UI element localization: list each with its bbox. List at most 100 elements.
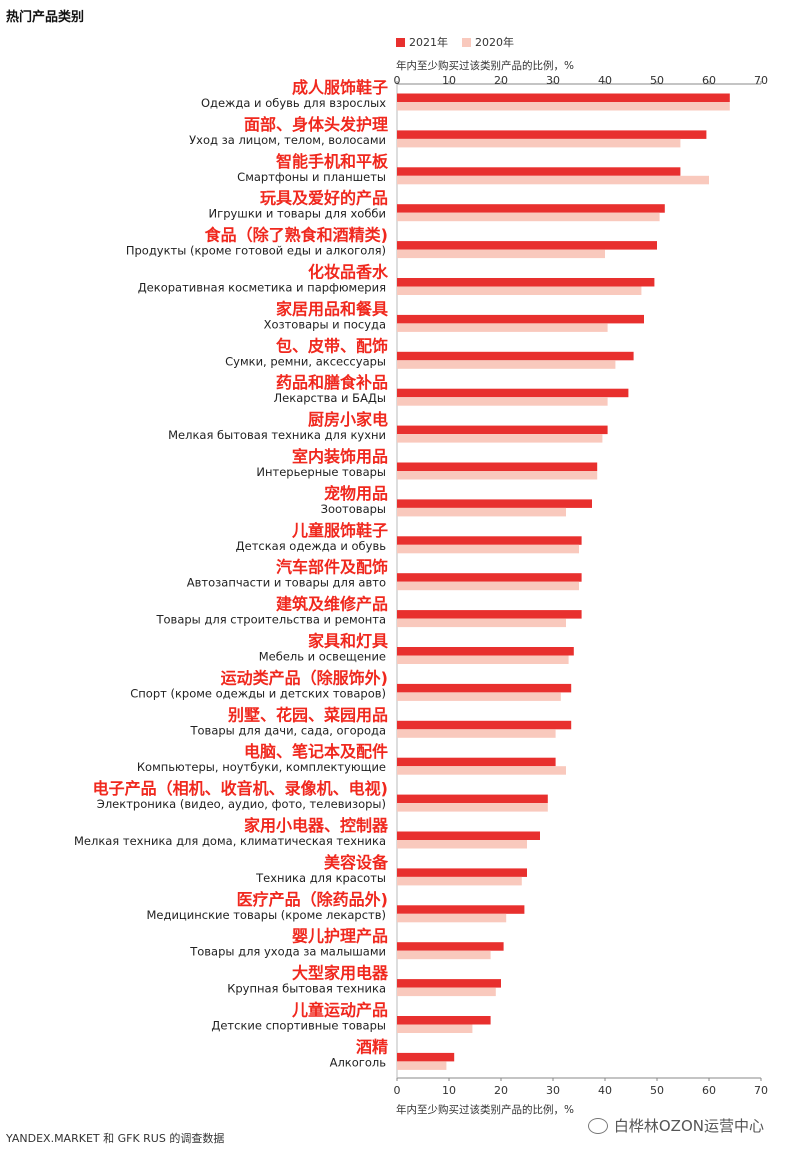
- category-label-ru: Спорт (кроме одежды и детских товаров): [130, 686, 386, 700]
- bar-2021: [397, 278, 655, 287]
- category-label-cn: 运动类产品（除服饰外): [221, 668, 388, 687]
- bar-2020: [397, 286, 642, 295]
- bar-2020: [397, 249, 605, 259]
- category-label-ru: Товары для ухода за малышами: [189, 945, 386, 959]
- category-label-ru: Мелкая бытовая техника для кухни: [168, 428, 386, 442]
- bar-2020: [397, 138, 681, 148]
- category-label-ru: Сумки, ремни, аксессуары: [225, 354, 386, 368]
- category-label-cn: 婴儿护理产品: [292, 927, 388, 946]
- category-label-ru: Товары для строительства и ремонта: [155, 613, 386, 627]
- watermark-text: 白桦林OZON运营中心: [613, 1117, 764, 1135]
- category-label-ru: Электроника (видео, аудио, фото, телевиз…: [97, 797, 386, 811]
- category-label-ru: Детская одежда и обувь: [236, 539, 387, 553]
- legend-label-2021: 2021年: [409, 36, 448, 49]
- category-label-ru: Интерьерные товары: [256, 465, 386, 479]
- category-label-cn: 家用小电器、控制器: [244, 816, 389, 835]
- x-axis-title-top: 年内至少购买过该类别产品的比例，%: [396, 60, 574, 72]
- category-label-ru: Зоотовары: [321, 502, 386, 516]
- bar-2021: [397, 1016, 491, 1025]
- bar-2021: [397, 720, 572, 730]
- bar-2021: [397, 979, 501, 988]
- bar-2020: [397, 360, 616, 369]
- bar-2021: [397, 1052, 455, 1062]
- category-label-ru: Лекарства и БАДы: [274, 391, 386, 405]
- x-tick-label-top: 10: [442, 74, 456, 87]
- category-label-cn: 建筑及维修产品: [276, 595, 388, 614]
- category-label-ru: Товары для дачи, сада, огорода: [190, 723, 387, 737]
- category-label-cn: 宠物用品: [324, 484, 388, 503]
- bar-2021: [397, 204, 665, 213]
- category-label-cn: 成人服饰鞋子: [292, 78, 388, 97]
- category-label-cn: 儿童运动产品: [291, 1001, 388, 1020]
- x-tick-label-top: 0: [394, 74, 401, 87]
- category-label-cn: 室内装饰用品: [292, 447, 388, 466]
- x-tick-label-top: 30: [546, 74, 560, 87]
- bar-2020: [397, 175, 709, 185]
- bar-2021: [397, 499, 592, 508]
- category-label-ru: Крупная бытовая техника: [227, 982, 386, 996]
- legend-item-2021: 2021年: [396, 34, 448, 50]
- x-tick-label-top: 70: [754, 74, 768, 87]
- category-label-cn: 家具和灯具: [308, 632, 388, 651]
- category-label-ru: Алкоголь: [330, 1055, 387, 1069]
- bar-2021: [397, 868, 527, 877]
- category-label-cn: 玩具及爱好的产品: [260, 189, 388, 208]
- bar-chart: 0 0 10 10 20 20 30 30 40 40 50 50 60 60 70 70 成人服饰鞋子Одеж…: [74, 74, 768, 1097]
- bar-2021: [397, 794, 548, 804]
- bar-2020: [397, 655, 569, 664]
- x-tick-label-bottom: 20: [494, 1084, 508, 1097]
- bar-2021: [397, 462, 598, 471]
- bar-2021: [397, 831, 540, 840]
- category-label-ru: Автозапчасти и товары для авто: [187, 576, 386, 590]
- legend-item-2020: 2020年: [462, 34, 514, 50]
- bar-2021: [397, 942, 504, 951]
- source-note: YANDEX.MARKET 和 GFK RUS 的调查数据: [6, 1132, 225, 1145]
- bar-2020: [397, 913, 507, 923]
- legend-swatch-2021: [396, 37, 405, 47]
- bar-2020: [397, 1061, 447, 1070]
- category-label-ru: Одежда и обувь для взрослых: [201, 96, 386, 110]
- category-label-ru: Игрушки и товары для хобби: [209, 207, 386, 221]
- x-tick-label-top: 20: [494, 74, 508, 87]
- x-tick-label-bottom: 50: [650, 1084, 664, 1097]
- wechat-icon: [587, 1117, 608, 1134]
- x-tick-label-bottom: 30: [546, 1084, 560, 1097]
- category-label-cn: 食品（除了熟食和酒精类): [204, 226, 388, 245]
- category-label-cn: 电子产品（相机、收音机、录像机、电视): [93, 779, 388, 798]
- x-tick-label-top: 60: [702, 74, 716, 87]
- x-axis-title-bottom: 年内至少购买过该类别产品的比例，%: [396, 1104, 574, 1116]
- category-label-cn: 包、皮带、配饰: [276, 336, 388, 355]
- x-tick-label-bottom: 10: [442, 1084, 456, 1097]
- bar-2021: [397, 93, 730, 102]
- x-tick-label-bottom: 70: [754, 1084, 768, 1097]
- bar-2020: [397, 987, 496, 997]
- category-label-ru: Компьютеры, ноутбуки, комплектующие: [137, 760, 386, 774]
- bar-2020: [397, 876, 522, 886]
- category-label-ru: Техника для красоты: [255, 871, 386, 885]
- bar-2020: [397, 729, 556, 738]
- bar-2021: [397, 425, 608, 435]
- bar-2020: [397, 618, 566, 628]
- legend-label-2020: 2020年: [475, 36, 514, 49]
- category-label-cn: 电脑、笔记本及配件: [244, 742, 388, 761]
- bar-2020: [397, 471, 598, 480]
- legend: 2021年 2020年: [396, 34, 514, 50]
- x-tick-label-top: 40: [598, 74, 612, 87]
- category-label-ru: Декоративная косметика и парфюмерия: [138, 281, 386, 295]
- bar-2020: [397, 766, 566, 775]
- category-label-ru: Детские спортивные товары: [211, 1019, 386, 1033]
- x-tick-label-top: 50: [650, 74, 664, 87]
- chart-title: 热门产品类别: [6, 10, 85, 25]
- category-label-ru: Продукты (кроме готовой еды и алкоголя): [126, 244, 386, 258]
- bar-2020: [397, 692, 561, 701]
- category-label-cn: 药品和膳食补品: [276, 373, 388, 392]
- bar-2020: [397, 840, 527, 849]
- category-label-ru: Смартфоны и планшеты: [237, 170, 386, 184]
- bar-2020: [397, 323, 608, 332]
- bar-2021: [397, 610, 582, 619]
- category-label-cn: 医疗产品（除药品外): [237, 890, 388, 909]
- bar-2020: [397, 1024, 473, 1033]
- legend-swatch-2020: [462, 37, 471, 47]
- watermark: 白桦林OZON运营中心: [587, 1115, 764, 1136]
- category-label-cn: 面部、身体头发护理: [244, 115, 388, 134]
